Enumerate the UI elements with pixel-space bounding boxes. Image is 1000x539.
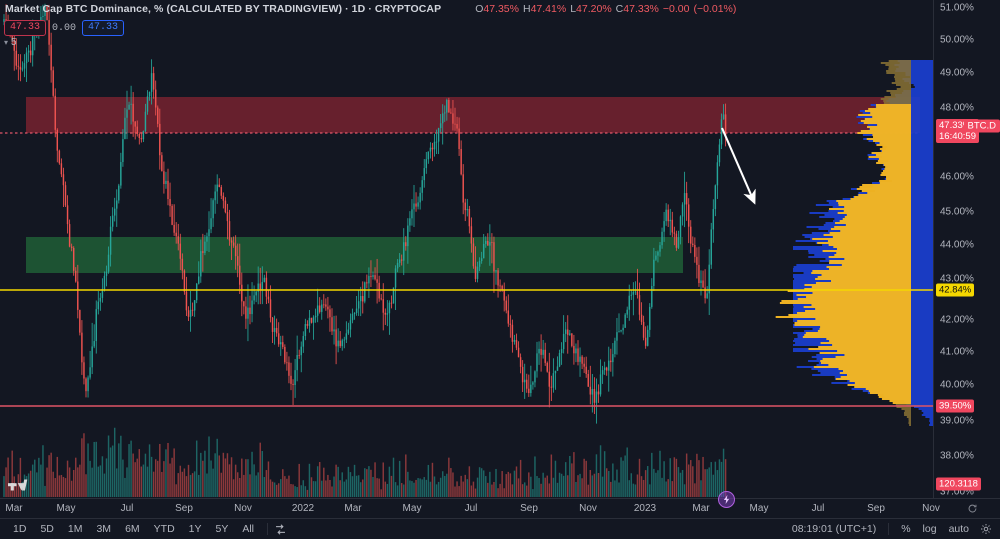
- price-tick: 42.00%: [940, 314, 974, 326]
- time-tick: Nov: [234, 503, 252, 514]
- time-tick: Nov: [579, 503, 597, 514]
- ohlc-o-label: O: [475, 2, 484, 15]
- ohlc-c-label: C: [615, 2, 624, 15]
- price-tick: 40.00%: [940, 379, 974, 391]
- price-tick: 37.00%: [940, 486, 974, 498]
- price-tick: 41.00%: [940, 346, 974, 358]
- toolbar-divider-1: [267, 523, 269, 535]
- time-tick: Sep: [867, 503, 885, 514]
- bottom-toolbar: 1D 5D 1M 3M 6M YTD 1Y 5Y All 08:19:01 (UTC+1) % …: [0, 518, 1000, 539]
- log-scale-button[interactable]: log: [922, 523, 937, 535]
- timeframe-all[interactable]: All: [242, 523, 255, 535]
- time-tick: May: [56, 503, 76, 514]
- clock-label[interactable]: 08:19:01 (UTC+1): [791, 523, 877, 535]
- price-tick: 39.00%: [940, 415, 974, 427]
- price-tick: 44.00%: [940, 239, 974, 251]
- volume-value-badge[interactable]: 120.3118: [936, 477, 981, 491]
- time-tick: Mar: [692, 503, 710, 514]
- ohlc-l-value: 47.20%: [576, 2, 612, 15]
- time-tick: Jul: [811, 503, 825, 514]
- ohlc-h-label: H: [522, 2, 531, 15]
- resistance-zone: [0, 97, 920, 134]
- support-zone: [26, 237, 683, 273]
- price-tick: 51.00%: [940, 2, 974, 14]
- time-tick: Sep: [175, 503, 193, 514]
- time-tick: Nov: [922, 503, 940, 514]
- timeframe-group: 1D 5D 1M 3M 6M YTD 1Y 5Y All: [0, 521, 261, 537]
- time-axis[interactable]: Mar May Jul Sep Nov 2022 Mar May Jul Sep Nov 2023 Ma…: [0, 498, 1000, 518]
- toolbar-divider-2: [888, 523, 890, 535]
- price-tick: 38.00%: [940, 450, 974, 462]
- time-tick: Mar: [5, 503, 23, 514]
- lightning-bolt-icon[interactable]: [718, 491, 735, 508]
- timeframe-6m[interactable]: 6M: [125, 523, 140, 535]
- support-level-badge[interactable]: 39.50%: [936, 399, 975, 413]
- price-tick: 50.00%: [940, 34, 974, 46]
- ohlc-l-label: L: [570, 2, 577, 15]
- chart-plot-area[interactable]: [0, 0, 933, 498]
- ohlc-change: −0.00: [662, 2, 690, 15]
- indicator-legend-row: 47.33 0.00 47.33: [4, 20, 125, 36]
- time-tick: Mar: [344, 503, 362, 514]
- timeframe-3m[interactable]: 3M: [96, 523, 112, 535]
- timeframe-5d[interactable]: 5D: [40, 523, 54, 535]
- timeframe-1y[interactable]: 1Y: [188, 523, 202, 535]
- indicator-value-blue[interactable]: 47.33: [82, 20, 125, 36]
- auto-scale-button[interactable]: auto: [948, 523, 969, 535]
- price-tick: 48.00%: [940, 102, 974, 114]
- time-tick: May: [749, 503, 769, 514]
- chart-header: Market Cap BTC Dominance, % (CALCULATED …: [0, 0, 1000, 17]
- timeframe-1m[interactable]: 1M: [67, 523, 83, 535]
- indicator-value-mid: 0.00: [52, 22, 77, 34]
- indicator-value-red[interactable]: 47.33: [4, 20, 47, 36]
- time-tick: Jul: [120, 503, 134, 514]
- indicator-legend-row-2: ▾ 5: [4, 37, 17, 48]
- toolbar-right-group: 08:19:01 (UTC+1) % log auto: [786, 521, 1000, 537]
- ohlc-h-value: 47.41%: [530, 2, 567, 15]
- price-tick: 43.00%: [940, 273, 974, 285]
- price-tick: 49.00%: [940, 67, 974, 79]
- ohlc-o-value: 47.35%: [483, 2, 519, 15]
- tradingview-logo[interactable]: [8, 478, 30, 492]
- price-tick: 45.00%: [940, 206, 974, 218]
- refresh-icon[interactable]: [967, 503, 978, 514]
- date-range-icon[interactable]: [274, 523, 287, 536]
- price-tick: 46.00%: [940, 171, 974, 183]
- chevron-down-icon[interactable]: ▾: [4, 38, 9, 47]
- time-tick: May: [402, 503, 422, 514]
- gear-icon[interactable]: [980, 523, 992, 535]
- indicator-secondary-value: 5: [11, 37, 17, 48]
- price-axis[interactable]: 51.00% 50.00% 49.00% 48.00% 46.00% 45.00% 44.0…: [933, 0, 1000, 498]
- timeframe-5y[interactable]: 5Y: [215, 523, 229, 535]
- timeframe-1d[interactable]: 1D: [13, 523, 27, 535]
- time-tick: 2023: [633, 503, 657, 514]
- time-tick: Jul: [464, 503, 478, 514]
- symbol-title[interactable]: Market Cap BTC Dominance, % (CALCULATED …: [5, 2, 442, 15]
- time-tick: 2022: [291, 503, 315, 514]
- yellow-level-badge[interactable]: 42.84%: [936, 283, 975, 297]
- ohlc-values: O47.35% H47.41% L47.20% C47.33% −0.00 (−…: [475, 3, 736, 15]
- down-arrow-annotation: [721, 127, 756, 205]
- ohlc-change-pct: (−0.01%): [693, 2, 737, 15]
- ohlc-c-value: 47.33%: [623, 2, 659, 15]
- series-tag-btcd: BTC.D: [963, 119, 1000, 133]
- percent-scale-button[interactable]: %: [901, 523, 911, 535]
- time-tick: Sep: [520, 503, 538, 514]
- timeframe-ytd[interactable]: YTD: [153, 523, 175, 535]
